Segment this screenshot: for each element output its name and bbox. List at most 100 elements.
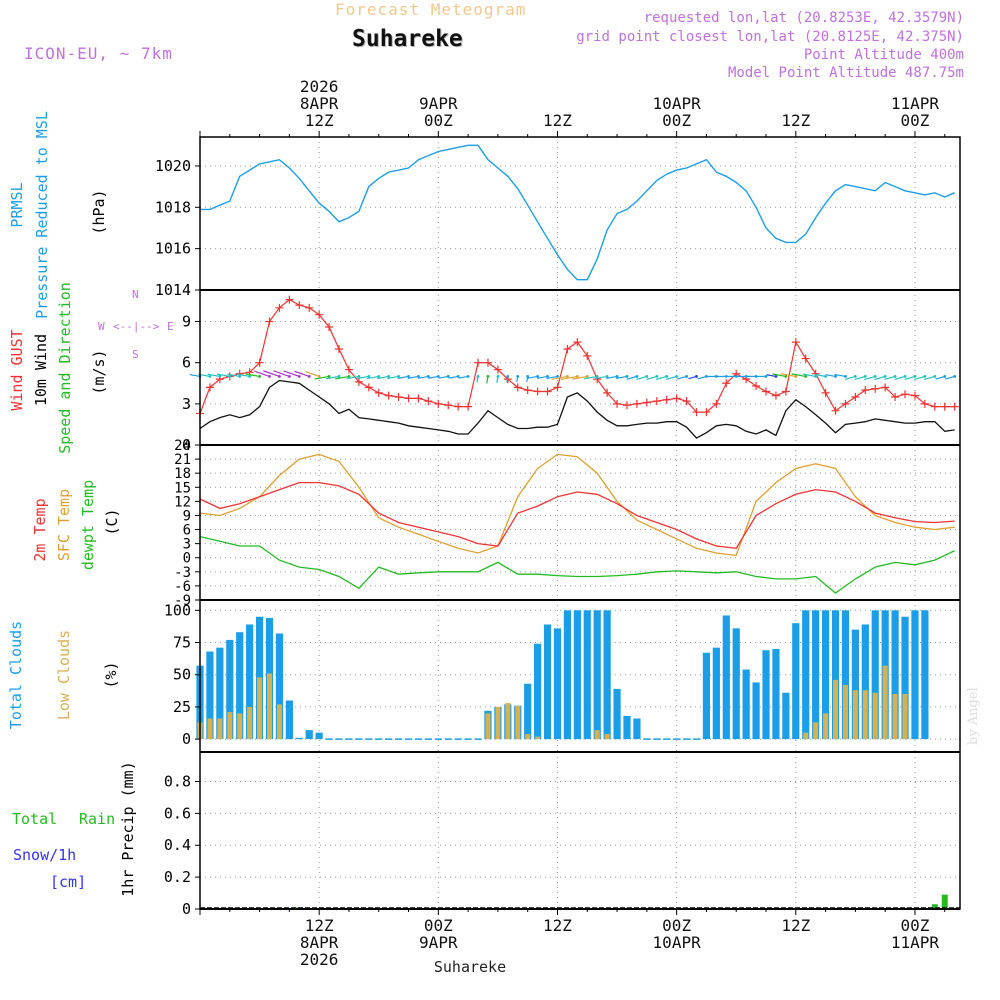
y-tick-label: 24 (174, 438, 191, 454)
wind-direction-arrow (377, 375, 389, 380)
time-label-bottom: 2026 (300, 950, 339, 969)
wind-direction-arrow (844, 375, 856, 380)
wind-arrow-head (953, 375, 957, 378)
time-label-top: 10APR (653, 94, 702, 113)
wind-direction-arrow (283, 370, 300, 377)
y-tick-label: 0 (182, 900, 191, 918)
time-label-bottom: 12Z (543, 916, 572, 935)
low-cloud-bar (207, 718, 213, 740)
time-label-bottom: 12Z (305, 916, 334, 935)
total-cloud-bar (315, 732, 323, 740)
total-cloud-bar (563, 610, 572, 740)
total-cloud-bar (583, 610, 591, 740)
wind-arrow-head (476, 375, 480, 378)
wind-10m-line (199, 379, 955, 439)
wind-arrow-head (943, 375, 947, 378)
wind-gust-marker (752, 382, 761, 391)
wind-arrow-head (675, 375, 679, 378)
wind-gust-marker (434, 399, 443, 408)
wind-gust-marker (841, 399, 850, 408)
time-label-bottom: 00Z (662, 916, 691, 935)
wind-gust-marker (801, 354, 810, 363)
total-cloud-bar (543, 624, 552, 740)
label-prmsl-desc: Pressure Reduced to MSL (33, 111, 51, 319)
wind-direction-arrow (458, 375, 469, 379)
total-cloud-bar (782, 692, 790, 740)
wind-gust-marker (662, 395, 671, 404)
wind-direction-arrow (216, 373, 230, 378)
total-cloud-bar (613, 688, 621, 740)
total-cloud-bar (305, 730, 313, 740)
wind-arrow-head (645, 375, 649, 378)
wind-direction-arrow (438, 375, 449, 379)
wind-gust-marker (533, 387, 542, 396)
wind-direction-arrow (802, 373, 816, 378)
label-prmsl: PRMSL (8, 182, 26, 227)
wind-gust-marker (295, 301, 304, 310)
y-tick-label: 1020 (155, 157, 191, 175)
low-cloud-bar (505, 703, 511, 740)
wind-gust-marker (642, 398, 651, 407)
wind-gust-marker (513, 383, 522, 392)
wind-arrow-head (486, 375, 490, 378)
total-cloud-bar (295, 737, 303, 740)
wind-gust-marker (702, 408, 711, 417)
low-cloud-bar (872, 692, 878, 740)
y-tick-label: 1016 (155, 240, 191, 258)
low-cloud-bar (257, 677, 263, 740)
label-pressure-unit: (hPa) (90, 189, 108, 234)
total-cloud-bar (851, 629, 859, 740)
wind-direction-arrow (387, 375, 399, 380)
wind-direction-arrow (616, 375, 628, 379)
wind-gust-marker (335, 344, 344, 353)
wind-gust-marker (603, 388, 612, 397)
temp-2m-line (199, 481, 955, 549)
wind-arrow-head (903, 375, 907, 378)
wind-direction-arrow (583, 375, 598, 380)
wind-gust-marker (632, 399, 641, 408)
wind-gust-marker (315, 310, 324, 319)
label-rain: Rain (79, 810, 115, 828)
wind-gust-marker (543, 387, 552, 396)
wind-gust-marker (424, 397, 433, 406)
y-tick-label: 6 (183, 523, 191, 539)
wind-gust-marker (285, 295, 294, 304)
time-label-top: 00Z (424, 111, 453, 130)
time-label-bottom: 10APR (653, 933, 702, 952)
wind-gust-marker (344, 365, 353, 374)
wind-gust-marker (255, 358, 264, 367)
wind-direction-arrow (772, 373, 786, 378)
total-cloud-bar (871, 610, 879, 740)
meteogram-title: Forecast Meteogram (335, 0, 527, 19)
wind-arrow-head (655, 375, 659, 378)
label-total-clouds: Total Clouds (7, 621, 25, 729)
wind-gust-marker (444, 401, 453, 410)
wind-arrow-head (268, 375, 271, 378)
wind-arrow-head (397, 375, 400, 378)
wind-gust-marker (563, 344, 572, 353)
wind-arrow-head (218, 375, 222, 378)
wind-gust-marker (523, 386, 532, 395)
total-cloud-bar (861, 624, 869, 740)
compass-arrows: <--|--> (113, 320, 160, 333)
y-tick-label: 3 (182, 395, 191, 413)
low-cloud-bar (495, 706, 501, 740)
wind-arrow-head (228, 375, 232, 378)
wind-gust-marker (851, 392, 860, 401)
wind-gust-marker (821, 388, 830, 397)
wind-arrow-head (417, 375, 420, 378)
wind-gust-marker (613, 399, 622, 408)
label-total: Total (12, 810, 57, 828)
wind-arrow-head (456, 375, 460, 378)
wind-direction-arrow (924, 375, 935, 381)
wind-gust-marker (791, 338, 800, 347)
total-cloud-bar (593, 610, 601, 740)
total-cloud-bar (841, 610, 850, 740)
low-cloud-bar (267, 673, 273, 740)
wind-direction-arrow (325, 375, 340, 380)
wind-direction-arrow (236, 373, 250, 378)
wind-arrow-head (337, 375, 341, 378)
wind-gust-marker (910, 391, 919, 400)
plot-frame (199, 136, 961, 910)
y-tick-label: 0.4 (164, 836, 191, 854)
